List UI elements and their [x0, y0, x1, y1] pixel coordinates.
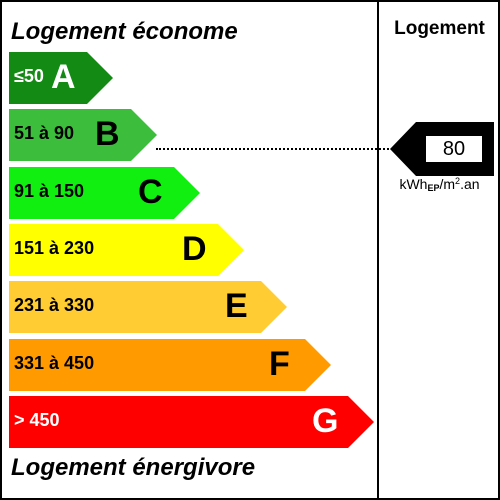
band-range-label: 231 à 330 [14, 295, 95, 315]
band-letter: B [95, 115, 120, 153]
column-divider [377, 0, 379, 500]
band-range-label: 51 à 90 [14, 123, 75, 143]
band-d-shape [9, 224, 244, 276]
band-letter: C [138, 173, 163, 211]
band-letter: E [225, 287, 248, 325]
band-b: 51 à 90 B [9, 109, 157, 161]
band-letter: F [269, 345, 290, 383]
indicator-value: 80 [442, 138, 466, 160]
band-range-label: 331 à 450 [14, 353, 95, 373]
band-f-shape [9, 339, 331, 391]
band-a: ≤50 A [9, 52, 113, 104]
band-g-shape [9, 396, 374, 448]
unit-superscript: 2 [455, 176, 461, 186]
unit-tail: .an [460, 176, 480, 192]
band-c-shape [9, 167, 200, 219]
band-d: 151 à 230 D [9, 224, 244, 276]
unit-subscript: EP [427, 183, 440, 193]
band-b-shape [9, 109, 157, 161]
bottom-title: Logement énergivore [11, 454, 256, 481]
band-f: 331 à 450 F [9, 339, 331, 391]
band-a-shape [9, 52, 113, 104]
band-letter: A [51, 58, 76, 96]
band-c: 91 à 150 C [9, 167, 200, 219]
band-range-label: 91 à 150 [14, 181, 85, 201]
indicator-arrow [390, 122, 494, 176]
band-e-shape [9, 281, 287, 333]
band-letter: D [182, 230, 207, 268]
unit-main: kWh [399, 176, 428, 192]
band-g: > 450 G [9, 396, 374, 448]
band-letter: G [312, 402, 339, 440]
band-range-label: 151 à 230 [14, 238, 95, 258]
column-title: Logement [394, 18, 485, 39]
band-range-label: ≤50 [14, 66, 44, 86]
indicator-unit: kWhEP/m2.an [379, 177, 500, 193]
indicator-value-box [426, 136, 482, 162]
band-e: 231 à 330 E [9, 281, 287, 333]
band-range-label: > 450 [14, 410, 60, 430]
top-title: Logement économe [11, 18, 238, 45]
indicator-leader-line [156, 148, 393, 150]
unit-per: /m [439, 176, 456, 192]
